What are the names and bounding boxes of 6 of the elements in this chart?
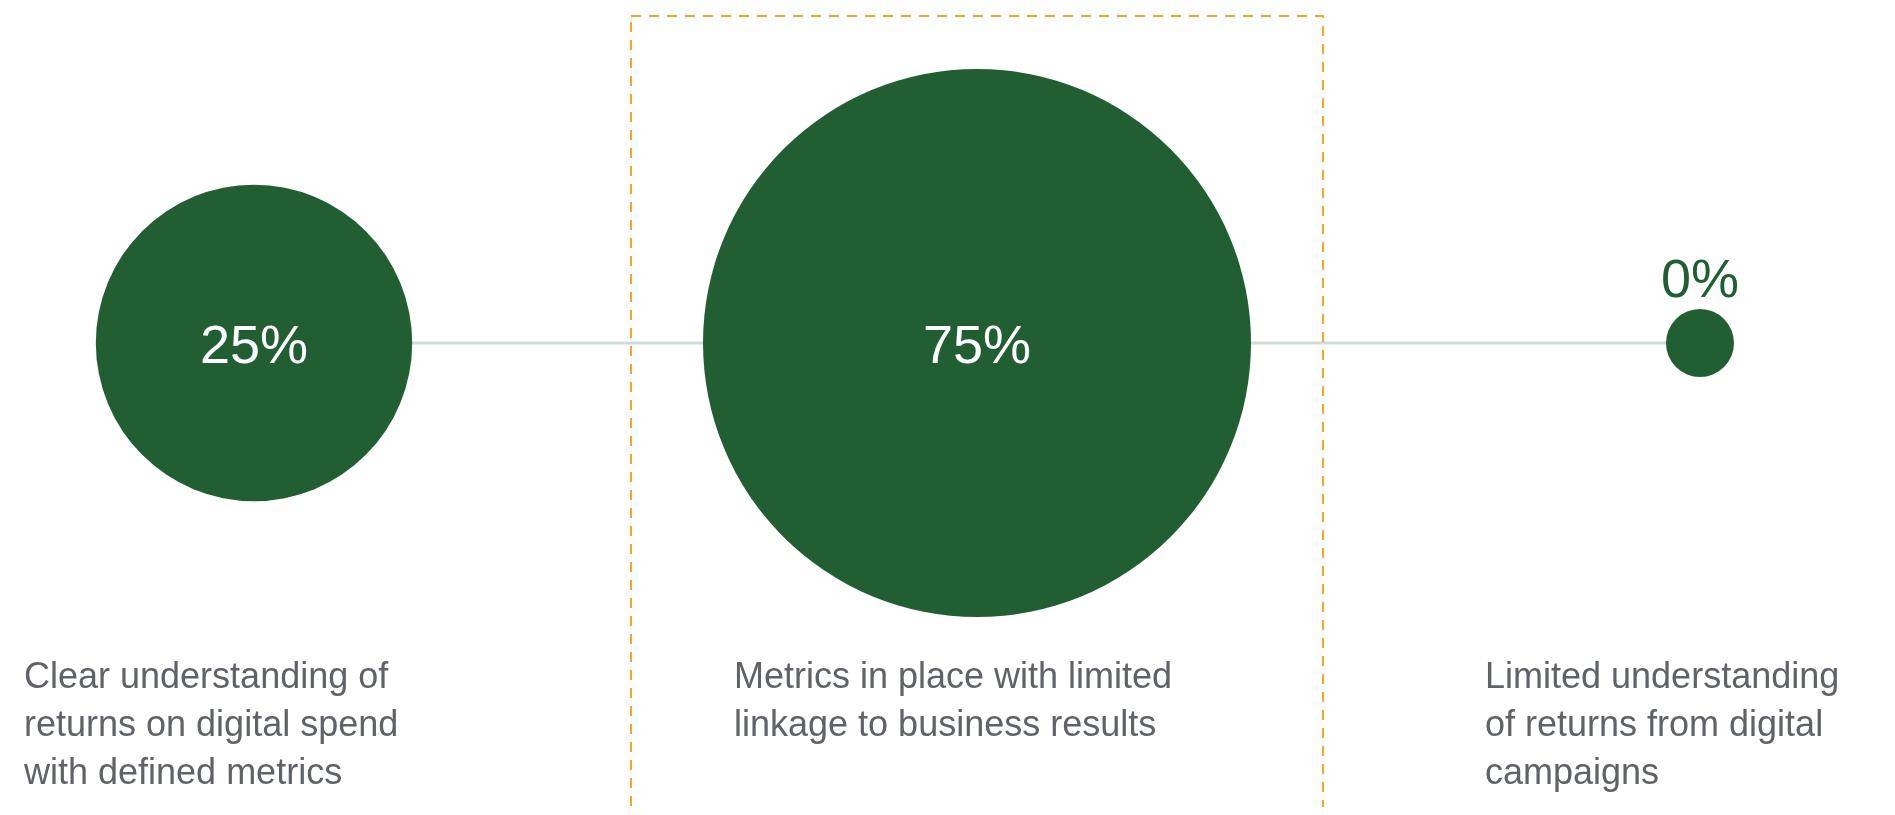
category-label: Metrics in place with limited linkage to business results [734,655,1173,744]
data-label: 0% [1660,248,1740,308]
category-label: Limited understanding of returns from digital campaigns [1485,655,1840,792]
data-label: 25% [199,314,309,374]
data-label: 75% [922,314,1032,374]
category-label: Clear understanding of returns on digital spend with defined metrics [23,655,399,792]
